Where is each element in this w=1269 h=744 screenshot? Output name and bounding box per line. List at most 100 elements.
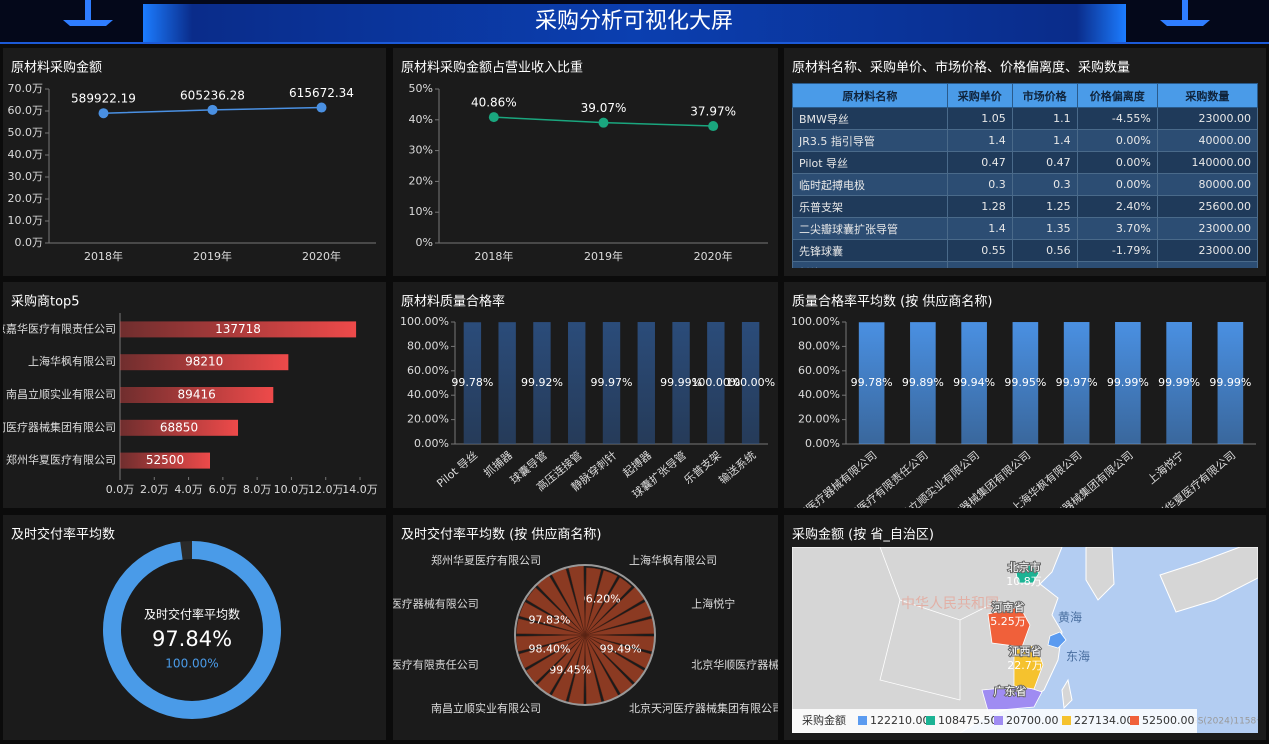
table-row: 临时起搏电极 0.3 0.3 0.00% 80000.00 xyxy=(792,173,1258,196)
panel-title: 原材料采购金额 xyxy=(11,60,102,76)
table-cell: 二尖瓣球囊扩张导管 xyxy=(792,217,948,240)
bar xyxy=(602,322,621,444)
rose-outline xyxy=(514,564,656,706)
legend-label: 108475.50 xyxy=(938,714,998,727)
x-tick-label: 8.0万 xyxy=(243,483,272,496)
panel-title: 质量合格率平均数 (按 供应商名称) xyxy=(792,294,992,310)
rose-sector xyxy=(525,634,586,684)
rose-sector xyxy=(526,587,586,636)
x-tick-label: 12.0万 xyxy=(308,483,344,496)
point xyxy=(316,102,327,113)
y-tick-label: 40.0万 xyxy=(8,148,44,161)
value-label: 52500 xyxy=(146,453,184,467)
y-tick-label: 20% xyxy=(409,174,433,187)
bar xyxy=(707,322,725,444)
rose-category: 郑州华夏医疗有限公司 xyxy=(431,553,541,567)
table-cell: 1.35 xyxy=(1011,217,1078,240)
value-label: 89416 xyxy=(178,388,216,402)
table-cell: 25600.00 xyxy=(1156,195,1258,218)
legend-label: 20700.00 xyxy=(1006,714,1059,727)
x-tick-label: 2018年 xyxy=(84,249,123,263)
column-header: 采购数量 xyxy=(1156,83,1258,108)
bar xyxy=(961,322,987,444)
rose-sector xyxy=(584,567,602,636)
bar xyxy=(910,322,936,444)
legend-label: 227134.00 xyxy=(1074,714,1134,727)
table-cell: 23000.00 xyxy=(1156,217,1258,240)
y-tick-label: 40% xyxy=(409,113,433,126)
map-annotation: GS(2024)1158号 xyxy=(1191,716,1266,727)
bar xyxy=(1063,322,1090,444)
table-cell: 0.47 xyxy=(946,151,1013,174)
region xyxy=(987,606,1031,648)
x-tick-label: 10.0万 xyxy=(274,483,310,496)
gauge-value: 97.84% xyxy=(152,627,232,651)
table-cell: -4.55% xyxy=(1076,107,1158,130)
table-row: 二尖瓣球囊扩张导管 1.4 1.35 3.70% 23000.00 xyxy=(792,217,1258,240)
value-label: 99.99% xyxy=(1158,376,1200,389)
rose-category: 上海悦宁 xyxy=(691,596,735,610)
y-tick-label: 0.0万 xyxy=(15,236,44,249)
table-cell: 40000.00 xyxy=(1156,129,1258,152)
y-tick-label: 20.00% xyxy=(798,413,840,426)
column-header: 市场价格 xyxy=(1011,83,1078,108)
y-tick-label: 50% xyxy=(409,82,433,95)
y-tick-label: 60.00% xyxy=(407,364,449,377)
rose-sector xyxy=(518,601,586,636)
region xyxy=(1015,564,1040,584)
y-tick-label: 20.00% xyxy=(407,413,449,426)
y-tick-label: 60.00% xyxy=(798,364,840,377)
bar xyxy=(1012,322,1039,444)
page-title: 采购分析可视化大屏 xyxy=(535,9,733,34)
region xyxy=(1013,644,1044,690)
legend-swatch xyxy=(858,716,867,725)
table-cell: 80000.00 xyxy=(1156,173,1258,196)
rose-sector xyxy=(515,634,586,652)
table-cell: 25450.00 xyxy=(1156,261,1258,268)
gauge-arc xyxy=(103,541,281,719)
x-tick-label: 2019年 xyxy=(193,249,232,263)
panel-content: 原材料采购金额占营业收入比重 0% 10% 20% 30% 40% 50% 2018年 2019… xyxy=(401,60,768,263)
table-cell: 0.00% xyxy=(1076,151,1158,174)
value-label: 615672.34 xyxy=(289,86,354,100)
value-label: 98210 xyxy=(185,355,223,369)
value-label: 99.45% xyxy=(549,664,591,677)
value-label: 99.99% xyxy=(1107,376,1149,389)
x-tick-label: 2019年 xyxy=(584,249,623,263)
y-tick-label: 50.0万 xyxy=(8,126,44,139)
panel xyxy=(3,48,386,276)
table-row: JR3.5 指引导管 1.4 1.4 0.00% 40000.00 xyxy=(792,129,1258,152)
x-tick-label: 2018年 xyxy=(474,249,513,263)
table-cell: 23000.00 xyxy=(1156,107,1258,130)
table-cell: 封堵器 xyxy=(792,261,948,268)
header-row: 原材料名称 采购单价 市场价格 价格偏离度 采购数量 xyxy=(792,83,1258,108)
rose-sector xyxy=(584,577,633,636)
legend-title: 采购金额 xyxy=(802,713,846,727)
table-cell: 0.47 xyxy=(1011,151,1078,174)
region-name: 江西省 xyxy=(1009,645,1042,658)
value-label: 99.49% xyxy=(600,643,642,656)
value-label: 605236.28 xyxy=(180,88,245,102)
y-tick-label: 0.00% xyxy=(805,437,840,450)
value-label: 100.00% xyxy=(726,376,775,389)
x-tick-label: 4.0万 xyxy=(174,483,203,496)
legend-swatch xyxy=(1130,716,1139,725)
table-cell: 0.00% xyxy=(1076,173,1158,196)
table-cell: 1.28 xyxy=(946,195,1013,218)
rose-category: 南昌立顺实业有限公司 xyxy=(431,701,541,715)
y-tick-label: 80.00% xyxy=(407,339,449,352)
value-label: 99.92% xyxy=(521,376,563,389)
table-cell: -1.79% xyxy=(1076,239,1158,262)
x-tick-label: 2020年 xyxy=(302,249,341,263)
value-label: 39.07% xyxy=(581,101,627,115)
y-tick-label: 北京天河医疗器械集团有限公司 xyxy=(0,420,116,434)
value-label: 137718 xyxy=(215,322,261,336)
table-row: 乐普支架 1.28 1.25 2.40% 25600.00 xyxy=(792,195,1258,218)
table-cell: 1.4 xyxy=(1011,129,1078,152)
x-tick-label: 0.0万 xyxy=(106,483,135,496)
map-annotation: 黄海 xyxy=(1058,610,1082,625)
table-cell: 0.3 xyxy=(946,173,1013,196)
legend-swatch xyxy=(994,716,1003,725)
y-tick-label: 北京嘉华医疗有限责任公司 xyxy=(0,321,116,335)
region-name: 广东省 xyxy=(994,685,1027,698)
